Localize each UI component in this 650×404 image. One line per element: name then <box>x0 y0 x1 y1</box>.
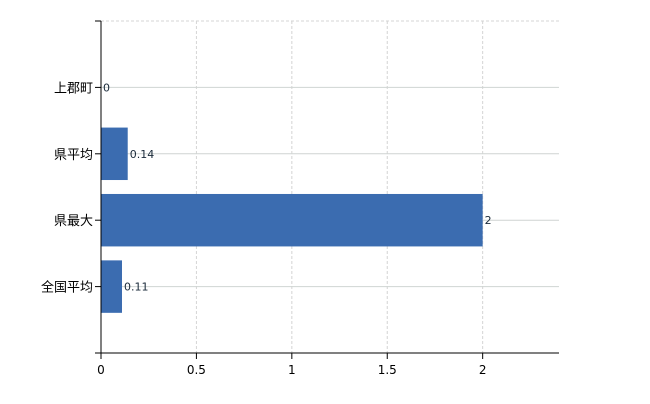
y-tick-label: 全国平均 <box>41 280 93 296</box>
bar <box>101 127 128 181</box>
x-tick-label: 0 <box>97 363 105 377</box>
data-label: 0.14 <box>130 148 155 161</box>
y-tick-label: 上郡町 <box>54 81 93 96</box>
data-label: 0 <box>103 81 110 94</box>
x-tick-label: 1.5 <box>378 363 397 377</box>
x-tick-label: 1 <box>288 363 296 377</box>
x-tick-label: 2 <box>479 363 487 377</box>
y-tick-label: 県最大 <box>54 214 93 229</box>
bar <box>101 260 122 313</box>
bar <box>101 193 483 247</box>
y-tick-label: 県平均 <box>54 148 93 163</box>
x-tick-label: 0.5 <box>187 363 206 377</box>
data-label: 2 <box>485 214 492 227</box>
data-label: 0.11 <box>124 281 149 294</box>
